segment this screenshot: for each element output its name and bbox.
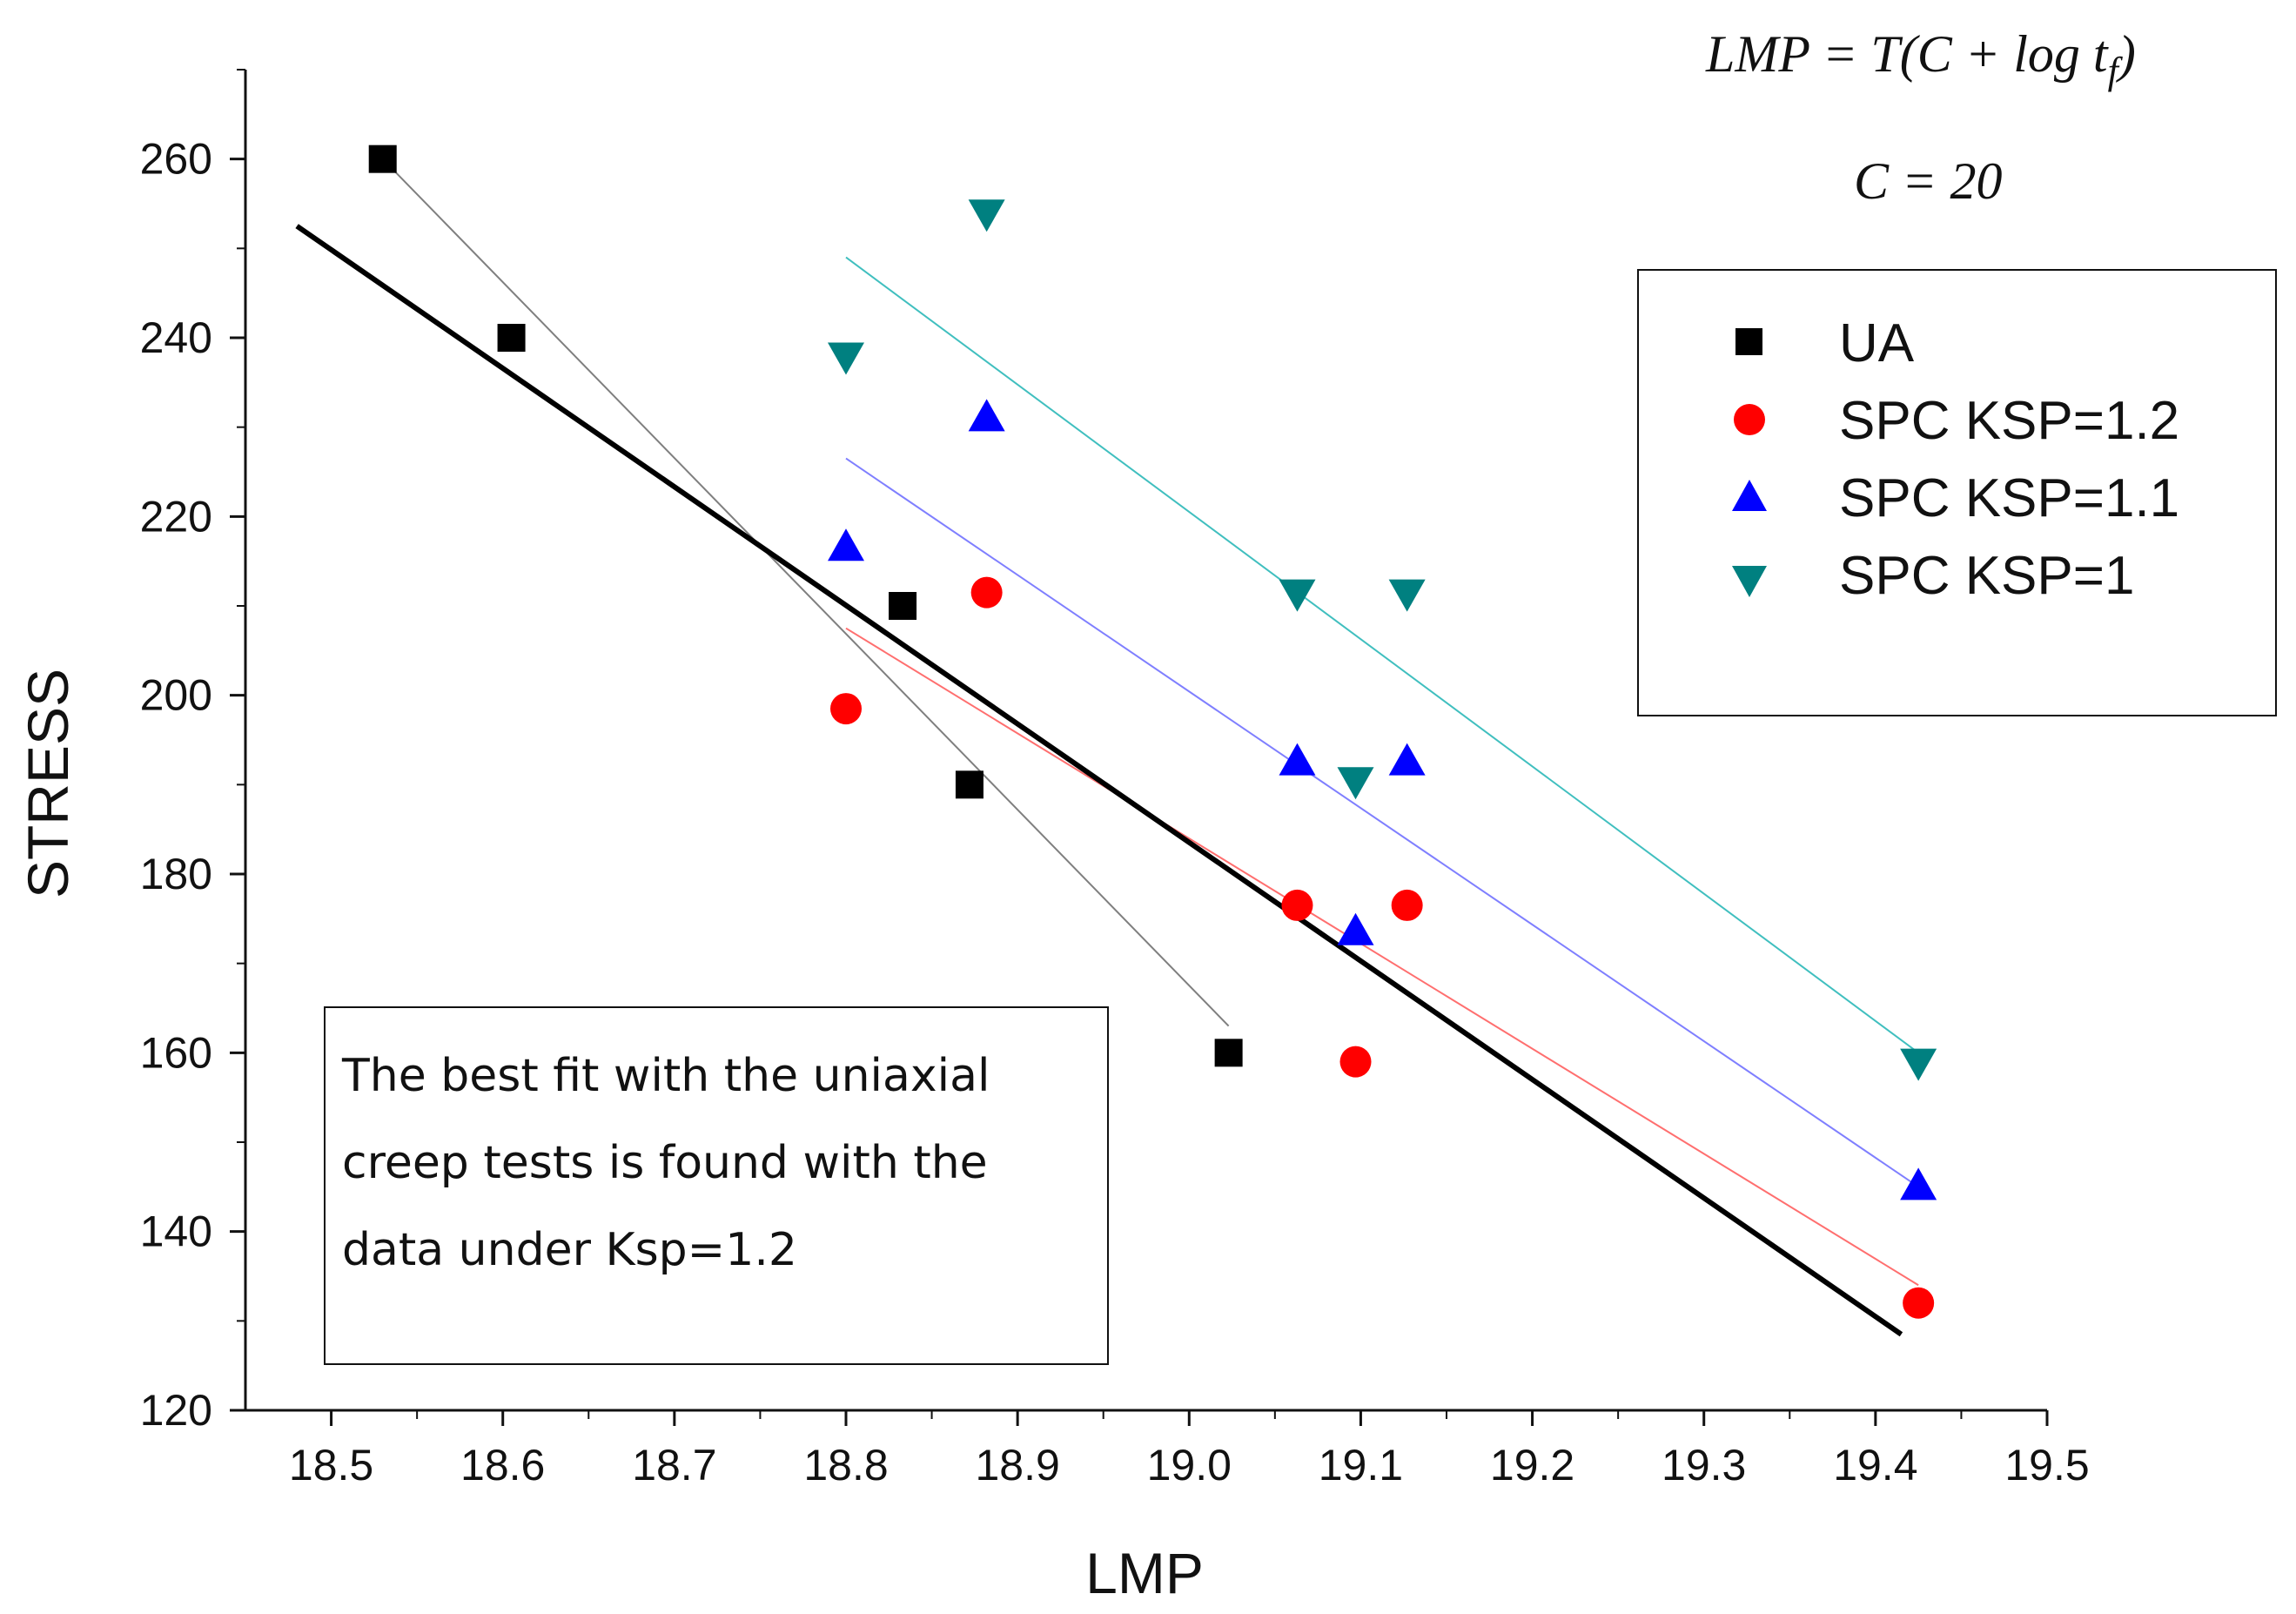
legend-marker-ksp-1 (1732, 566, 1767, 597)
legend-marker-ksp-1-2 (1734, 404, 1765, 435)
data-points (368, 145, 1937, 1319)
point-spc-ksp-1-2 (1391, 889, 1423, 921)
legend-label-ksp-1-2: SPC KSP=1.2 (1839, 391, 2179, 451)
note-line-2: creep tests is found with the (342, 1137, 988, 1189)
point-spc-ksp-1-1 (1900, 1167, 1937, 1200)
legend-label-ksp-1: SPC KSP=1 (1839, 546, 2134, 606)
x-tick-label: 19.3 (1662, 1441, 1746, 1490)
legend-label-ksp-1-1: SPC KSP=1.1 (1839, 468, 2179, 528)
x-axis-title: LMP (1085, 1541, 1204, 1605)
point-spc-ksp-1-2 (830, 693, 862, 725)
y-tick-label: 160 (140, 1028, 212, 1077)
legend: UA SPC KSP=1.2 SPC KSP=1.1 SPC KSP=1 (1637, 269, 2277, 716)
point-spc-ksp-1-1 (828, 528, 864, 562)
y-axis-title: STRESS (16, 669, 80, 898)
x-tick-label: 18.9 (975, 1441, 1059, 1490)
point-spc-ksp-1-1 (1337, 912, 1374, 945)
formula-text: LMP = T(C + log tf) (1705, 25, 2136, 92)
point-spc-ksp-1 (828, 342, 864, 375)
legend-label-ua: UA (1839, 313, 1915, 373)
point-spc-ksp-1-1 (1279, 743, 1316, 776)
fit-line-spc-ksp-1-1 (845, 457, 1919, 1188)
point-spc-ksp-1-2 (1339, 1046, 1372, 1078)
x-tick-label: 18.6 (460, 1441, 545, 1490)
x-tick-label: 18.7 (632, 1441, 716, 1490)
y-tick-label: 260 (140, 135, 212, 184)
note-line-1: The best fit with the uniaxial (341, 1050, 990, 1102)
point-ua (955, 770, 984, 799)
fit-line-ua (381, 158, 1230, 1027)
y-tick-label: 200 (140, 671, 212, 720)
point-ua (889, 592, 917, 620)
point-spc-ksp-1 (1279, 579, 1316, 612)
note-frame (324, 1006, 1109, 1365)
point-spc-ksp-1-1 (1388, 743, 1426, 776)
fit-line-spc-ksp-1-2 (845, 627, 1919, 1287)
point-spc-ksp-1 (1388, 579, 1426, 612)
y-tick-label: 220 (140, 492, 212, 541)
point-spc-ksp-1 (1337, 767, 1374, 800)
overall-fit-line (295, 224, 1903, 1337)
point-spc-ksp-1 (968, 199, 1005, 232)
point-spc-ksp-1-1 (968, 399, 1005, 432)
y-tick-label: 180 (140, 850, 212, 898)
x-tick-label: 19.4 (1833, 1441, 1917, 1490)
point-spc-ksp-1-2 (1281, 889, 1313, 921)
y-tick-label: 240 (140, 313, 212, 362)
point-ua (368, 145, 397, 173)
y-tick-label: 120 (140, 1386, 212, 1435)
x-tick-label: 18.5 (289, 1441, 373, 1490)
note-line-3: data under Ksp=1.2 (342, 1224, 797, 1276)
fit-lines (295, 158, 1919, 1337)
x-tick-label: 18.8 (803, 1441, 888, 1490)
x-tick-label: 19.1 (1319, 1441, 1403, 1490)
point-spc-ksp-1-2 (970, 576, 1003, 609)
formula-annotation: LMP = T(C + log tf) (1705, 25, 2136, 92)
point-ua (497, 324, 526, 352)
y-tick-label: 140 (140, 1207, 212, 1256)
x-tick-label: 19.2 (1490, 1441, 1574, 1490)
legend-marker-ksp-1-1 (1732, 480, 1767, 511)
point-spc-ksp-1-2 (1903, 1287, 1935, 1319)
fit-line-spc-ksp-1 (845, 256, 1919, 1054)
note-box: The best fit with the uniaxial creep tes… (324, 1006, 1109, 1365)
legend-marker-ua (1735, 328, 1762, 355)
x-tick-label: 19.5 (2004, 1441, 2089, 1490)
point-spc-ksp-1 (1900, 1048, 1937, 1081)
x-tick-label: 19.0 (1147, 1441, 1232, 1490)
constant-annotation: C = 20 (1854, 152, 2003, 210)
axes: 18.5 18.6 18.7 18.8 18.9 19.0 19.1 19.2 19.3 19.4… (140, 69, 2090, 1490)
point-ua (1214, 1039, 1243, 1067)
